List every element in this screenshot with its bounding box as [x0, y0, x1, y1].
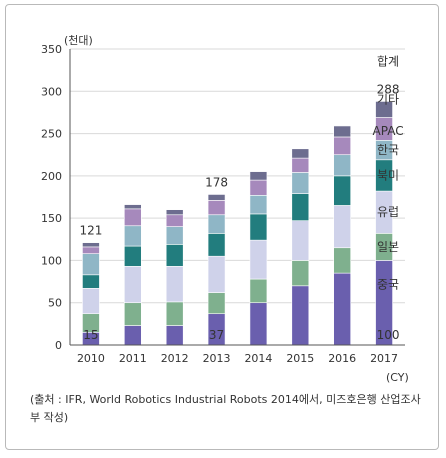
y-tick-label: 100	[41, 254, 62, 267]
bar-segment	[333, 247, 351, 274]
x-tick-label: 2014	[244, 352, 272, 365]
chart-frame	[5, 4, 439, 450]
bar-segment	[165, 325, 184, 346]
bar-segment	[249, 239, 268, 280]
bar-segment	[333, 272, 351, 346]
bar-segment	[207, 214, 226, 234]
data-label: 15	[83, 328, 98, 342]
bar-segment	[82, 246, 100, 254]
x-tick-label: 2012	[161, 352, 189, 365]
bar-segment	[291, 172, 310, 194]
bar-segment	[291, 220, 310, 261]
bar-segment	[375, 101, 393, 118]
series-label: APAC	[373, 124, 404, 138]
bar-segment	[124, 325, 142, 346]
bar-segment	[165, 209, 184, 216]
bar-segment	[333, 136, 351, 156]
bar-segment	[82, 242, 100, 248]
y-tick-label: 200	[41, 170, 62, 183]
series-label: 북미	[377, 168, 399, 182]
source-note: (출처 : IFR, World Robotics Industrial Rob…	[30, 393, 421, 424]
bar-segment	[249, 171, 268, 181]
x-tick-label: 2017	[370, 352, 398, 365]
bar-segment	[124, 302, 142, 326]
bar-segment	[124, 266, 142, 304]
bar-segment	[249, 195, 268, 215]
bar-segment	[249, 302, 268, 346]
data-label: 37	[209, 328, 224, 342]
bar-segment	[165, 214, 184, 227]
y-tick-label: 0	[55, 339, 62, 352]
legend-title-label: 합계	[377, 54, 399, 68]
bar-segment	[165, 244, 184, 267]
x-tick-label: 2013	[203, 352, 231, 365]
bar-segment	[82, 288, 100, 315]
series-label: 중국	[377, 278, 399, 292]
bars	[82, 101, 393, 346]
bar-segment	[291, 148, 310, 159]
bar-segment	[124, 204, 142, 210]
bar-segment	[82, 274, 100, 289]
y-tick-label: 350	[41, 43, 62, 56]
bar-segment	[291, 260, 310, 287]
bar-segment	[124, 245, 142, 267]
x-tick-label: 2016	[328, 352, 356, 365]
data-label: 121	[79, 224, 102, 238]
bar-segment	[165, 226, 184, 245]
bar-segment	[124, 225, 142, 247]
x-tick-label: 2010	[77, 352, 105, 365]
data-label: 100	[377, 328, 400, 342]
bar-segment	[333, 175, 351, 206]
bar-segment	[124, 208, 142, 227]
x-tick-label: 2011	[119, 352, 147, 365]
y-axis-unit-label: (천대)	[64, 33, 93, 47]
bar-segment	[249, 179, 268, 196]
bar-segment	[165, 301, 184, 326]
axes: 0 50 100 150 200 250 300 350 2010 2011 2012 2013 201…	[41, 43, 405, 365]
bar-segment	[333, 205, 351, 249]
y-tick-label: 150	[41, 212, 62, 225]
y-tick-label: 250	[41, 128, 62, 141]
bar-segment	[82, 253, 100, 276]
bar-segment	[291, 285, 310, 346]
bar-segment	[291, 157, 310, 173]
x-tick-label: 2015	[286, 352, 314, 365]
bar-segment	[207, 255, 226, 293]
series-label: 일본	[377, 240, 399, 254]
bar-segment	[207, 200, 226, 216]
series-label: 유럽	[377, 205, 399, 219]
gridlines	[70, 48, 405, 304]
series-label: 기타	[377, 92, 399, 106]
bar-segment	[333, 125, 351, 138]
x-axis-unit-label: (CY)	[386, 371, 409, 384]
bar-segment	[207, 233, 226, 257]
data-label: 178	[205, 175, 228, 189]
bar-segment	[249, 213, 268, 241]
series-label: 한국	[377, 143, 399, 157]
y-tick-label: 300	[41, 85, 62, 98]
bar-segment	[333, 154, 351, 177]
bar-segment	[207, 292, 226, 315]
bar-segment	[291, 193, 310, 221]
bar-segment	[249, 278, 268, 304]
data-label: 288	[377, 82, 400, 96]
bar-segment	[165, 266, 184, 303]
bar-segment	[207, 194, 226, 201]
y-tick-label: 50	[48, 297, 62, 310]
